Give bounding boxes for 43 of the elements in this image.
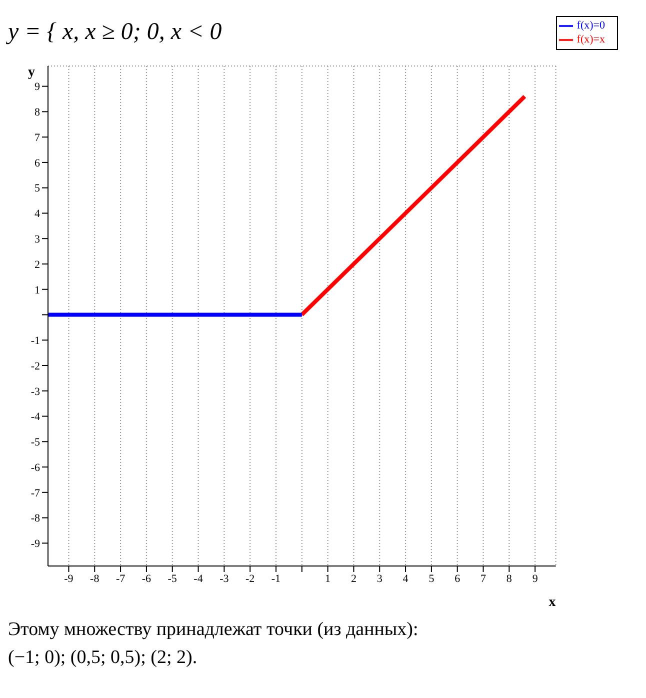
y-axis-title: y (28, 64, 35, 80)
y-tick-label: 5 (34, 182, 40, 195)
legend-label: f(x)=x (576, 34, 605, 46)
y-tick-label: 6 (34, 157, 40, 170)
x-tick-label: 5 (428, 572, 435, 585)
chart-title: y = { x, x ≥ 0; 0, x < 0 (8, 19, 222, 45)
y-tick-label: -3 (30, 386, 40, 398)
y-tick-label: -6 (30, 462, 40, 474)
y-tick-label: 1 (34, 284, 40, 296)
y-tick-label: 2 (34, 258, 40, 271)
legend-label: f(x)=0 (576, 20, 605, 32)
y-tick-label: -1 (30, 335, 40, 348)
x-tick-label: -5 (168, 572, 178, 585)
y-tick-label: -2 (30, 360, 40, 372)
x-tick-label: -2 (245, 572, 255, 585)
y-tick-label: 4 (34, 208, 40, 220)
y-tick-label: -5 (30, 436, 40, 449)
x-tick-label: 3 (376, 572, 383, 585)
y-tick-label: 8 (34, 106, 40, 119)
text: (−1; 0); (0,5; 0,5); (2; 2). (8, 646, 198, 670)
x-tick-label: 1 (325, 572, 331, 585)
x-tick-label: -8 (90, 572, 100, 585)
x-tick-label: 2 (350, 572, 356, 585)
x-axis-title: x (548, 595, 556, 610)
x-tick-label: 6 (454, 572, 461, 585)
x-tick-label: -1 (271, 572, 281, 585)
y-tick-label: -8 (30, 512, 40, 525)
x-tick-label: -7 (116, 572, 126, 585)
y-tick-label: 7 (34, 132, 40, 144)
x-tick-label: 8 (506, 572, 512, 585)
x-tick-label: 9 (532, 572, 538, 585)
x-tick-label: -3 (220, 572, 230, 585)
y-tick-label: -4 (30, 411, 40, 424)
y-tick-label: -9 (30, 538, 40, 550)
x-tick-label: -6 (142, 572, 152, 585)
x-tick-label: -4 (194, 572, 204, 585)
y-tick-label: -7 (30, 487, 40, 500)
y-tick-label: 3 (34, 233, 40, 246)
x-tick-label: 7 (480, 572, 487, 585)
text: Этому множеству принадлежат точки (из данных): (8, 618, 420, 642)
y-tick-label: 9 (34, 81, 40, 94)
x-tick-label: -9 (64, 572, 74, 585)
x-tick-label: 4 (402, 572, 409, 585)
